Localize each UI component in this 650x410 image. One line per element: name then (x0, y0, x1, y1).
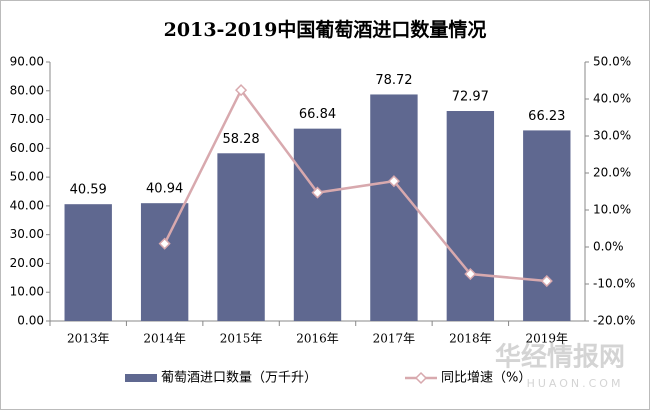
y-tick-label: 60.00 (10, 141, 44, 155)
data-label: 40.94 (146, 182, 183, 197)
y-tick-label: 70.00 (10, 112, 44, 126)
line-marker (464, 267, 477, 281)
bar (217, 153, 265, 321)
y2-tick-label: 50.0% (593, 55, 631, 69)
y2-tick-label: 10.0% (593, 203, 631, 217)
bar (523, 130, 571, 321)
y-tick-label: 80.00 (10, 83, 44, 97)
bar (64, 204, 112, 321)
bar (370, 94, 418, 321)
chart-title: 2013-2019中国葡萄酒进口数量情况 (164, 18, 487, 41)
data-label: 66.84 (299, 107, 336, 122)
data-label: 66.23 (528, 109, 565, 124)
line (163, 87, 547, 283)
legend-label: 同比增速（%） (441, 371, 531, 386)
x-tick-label: 2016年 (296, 332, 339, 346)
line-marker (311, 186, 324, 199)
data-label: 72.97 (452, 90, 489, 105)
data-label: 40.59 (70, 183, 107, 198)
legend-swatch (125, 374, 157, 382)
y-tick-label: 30.00 (10, 227, 44, 241)
y-tick-label: 0.00 (17, 314, 44, 328)
y-tick-label: 40.00 (10, 198, 44, 212)
y2-tick-label: 20.0% (593, 166, 631, 180)
y-tick-label: 20.00 (10, 256, 44, 270)
line-marker (387, 175, 400, 188)
y-tick-label: 50.00 (10, 170, 44, 184)
x-tick-label: 2019年 (526, 332, 569, 346)
y2-tick-label: 0.0% (593, 240, 624, 254)
y2-tick-label: -10.0% (593, 277, 635, 291)
y-tick-label: 90.00 (10, 55, 44, 69)
x-tick-label: 2018年 (449, 332, 492, 346)
x-tick-label: 2017年 (373, 332, 416, 346)
legend-marker (414, 371, 428, 385)
y2-tick-label: 40.0% (593, 92, 631, 106)
y2-tick-label: -20.0% (593, 314, 635, 328)
data-label: 58.28 (222, 132, 259, 147)
y2-tick-label: 30.0% (593, 129, 631, 143)
data-label: 78.72 (375, 73, 412, 88)
bar (446, 111, 495, 322)
line-marker (540, 274, 553, 288)
legend-label: 葡萄酒进口数量（万千升） (161, 371, 317, 386)
x-tick-label: 2013年 (67, 332, 110, 346)
watermark: 华经情报网 (495, 342, 625, 373)
watermark-url: HUAON.COM (527, 377, 624, 390)
x-tick-label: 2014年 (143, 332, 186, 346)
y-tick-label: 10.00 (10, 285, 44, 299)
bar (293, 128, 342, 321)
bar (140, 203, 189, 321)
line-marker (158, 237, 171, 250)
line-marker (235, 84, 248, 97)
x-tick-label: 2015年 (220, 332, 263, 346)
